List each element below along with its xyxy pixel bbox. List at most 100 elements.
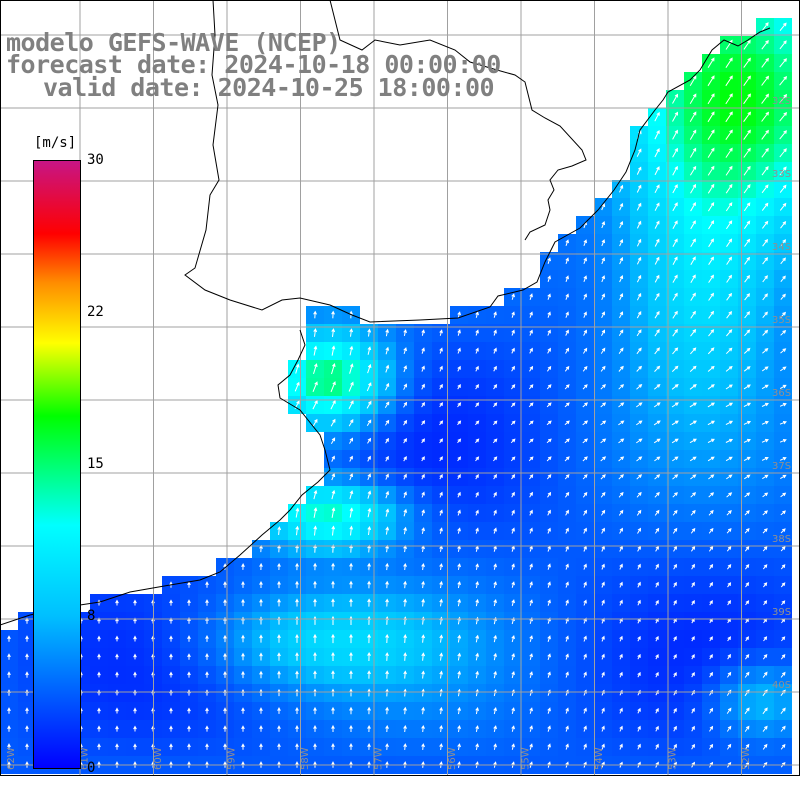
wind-arrow — [780, 671, 786, 678]
wind-arrow — [493, 474, 497, 480]
wind-arrow — [205, 671, 209, 678]
wind-arrow — [493, 527, 497, 534]
wind-arrow — [672, 492, 678, 498]
wind-arrow — [528, 402, 534, 408]
wind-arrow — [637, 527, 642, 534]
wind-arrow — [403, 347, 407, 355]
wind-arrow — [475, 563, 479, 570]
wind-arrow — [654, 148, 660, 158]
wind-arrow — [743, 347, 751, 354]
wind-arrow — [601, 671, 605, 678]
wind-arrow — [439, 527, 443, 534]
wind-arrow — [672, 456, 679, 462]
wind-arrow — [619, 293, 624, 301]
wind-arrow — [779, 457, 787, 461]
wind-arrow — [690, 256, 696, 266]
wind-arrow — [672, 328, 678, 337]
wind-arrow — [653, 384, 661, 390]
wind-arrow — [707, 165, 715, 176]
wind-arrow — [707, 57, 715, 68]
wind-arrow — [348, 419, 354, 427]
wind-arrow — [493, 563, 497, 570]
wind-arrow — [187, 725, 191, 732]
wind-arrow — [672, 274, 678, 283]
wind-arrow — [619, 256, 624, 265]
wind-arrow — [582, 402, 588, 408]
wind-arrow — [115, 653, 119, 660]
wind-arrow — [762, 707, 768, 715]
wind-arrow — [295, 580, 299, 589]
wind-arrow — [709, 636, 713, 642]
wind-arrow — [671, 420, 679, 426]
wind-arrow — [565, 653, 569, 660]
wind-arrow — [511, 743, 515, 750]
wind-arrow — [331, 651, 335, 661]
wind-arrow — [349, 562, 353, 571]
wind-arrow — [385, 346, 390, 355]
wind-arrow — [385, 706, 389, 715]
wind-arrow — [725, 438, 734, 443]
wind-arrow — [511, 527, 515, 534]
wind-arrow — [529, 293, 533, 300]
wind-arrow — [726, 510, 732, 516]
wind-arrow — [690, 220, 696, 230]
wind-arrow — [528, 420, 534, 426]
wind-arrow — [726, 492, 733, 498]
latitude-label: 36S — [772, 388, 791, 399]
wind-arrow — [654, 491, 660, 498]
wind-arrow — [565, 275, 569, 282]
wind-arrow — [582, 456, 588, 462]
wind-arrow — [223, 652, 227, 661]
wind-arrow — [762, 564, 768, 570]
wind-arrow — [761, 57, 769, 68]
wind-arrow — [313, 328, 318, 337]
wind-arrow — [762, 492, 769, 498]
wind-arrow — [511, 293, 515, 300]
wind-arrow — [475, 347, 479, 354]
wind-arrow — [547, 725, 551, 732]
wind-arrow — [690, 274, 696, 283]
wind-arrow — [780, 220, 787, 229]
wind-arrow — [403, 401, 408, 408]
wind-arrow — [475, 473, 479, 480]
wind-arrow — [725, 111, 733, 123]
wind-arrow — [385, 580, 389, 589]
wind-arrow — [475, 311, 479, 318]
wind-arrow — [725, 147, 733, 158]
wind-arrow — [546, 456, 552, 462]
wind-arrow — [475, 670, 479, 679]
wind-arrow — [708, 274, 714, 283]
wind-arrow — [259, 652, 263, 661]
axis-labels: 32S 33S 34S 35S 36S 37S 38S 39S 40S 62W 61W 60W 59W 5… — [6, 96, 791, 770]
wind-arrow — [421, 420, 426, 426]
wind-arrow — [457, 563, 461, 571]
wind-arrow — [546, 474, 552, 480]
longitude-label: 52W — [741, 747, 752, 770]
wind-arrow — [691, 600, 695, 606]
wind-arrow — [655, 654, 659, 660]
wind-arrow — [655, 671, 659, 678]
wind-arrow — [564, 365, 570, 372]
wind-arrow — [565, 329, 569, 336]
wind-arrow — [582, 384, 588, 390]
wind-arrow — [672, 310, 678, 319]
wind-arrow — [565, 293, 569, 300]
wind-arrow — [421, 456, 425, 462]
wind-arrow — [313, 725, 317, 732]
wind-arrow — [655, 707, 659, 714]
valid-date: valid date: 2024-10-25 18:00:00 — [43, 73, 495, 102]
wind-arrow — [277, 634, 281, 643]
wind-arrow — [241, 634, 245, 643]
wind-arrow — [133, 707, 137, 714]
wind-arrow — [385, 652, 389, 661]
wind-arrow — [295, 562, 299, 571]
wind-arrow — [707, 365, 715, 372]
wind-arrow — [780, 582, 786, 588]
wind-arrow — [690, 492, 697, 498]
wind-arrow — [708, 474, 715, 480]
wind-arrow — [7, 725, 11, 732]
wind-arrow — [689, 147, 697, 158]
wind-arrow — [421, 634, 426, 643]
wind-arrow — [385, 670, 389, 679]
wind-arrow — [277, 743, 281, 750]
